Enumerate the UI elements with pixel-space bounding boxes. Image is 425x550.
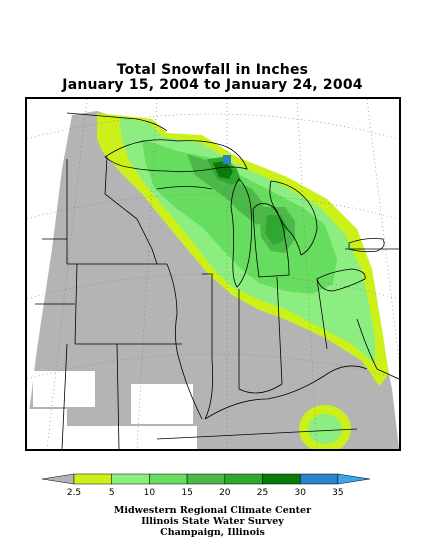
graticule: [27, 99, 399, 449]
no-data-patch: [67, 426, 197, 449]
legend-tick-label: 35: [332, 488, 343, 498]
legend-bin-swatch: [149, 473, 188, 485]
state-boundaries: [35, 112, 399, 449]
credit-location: Champaign, Illinois: [160, 527, 265, 538]
legend-tick-label: 25: [257, 488, 268, 498]
legend-tick-label: 20: [219, 488, 231, 498]
no-data-patch: [131, 384, 193, 424]
legend-tick-label: 30: [294, 488, 306, 498]
legend-tick-label: 15: [181, 488, 192, 498]
map-title: Total Snowfall in Inches: [116, 62, 309, 78]
region-15-to-20: [187, 154, 265, 225]
legend-tick-label: 10: [144, 488, 156, 498]
region-5-to-10: [308, 414, 342, 444]
region-25-to-30: [213, 161, 233, 179]
legend-bin-swatch: [262, 473, 301, 485]
legend-bin-swatch: [224, 473, 263, 485]
credit-organization: Midwestern Regional Climate Center: [113, 505, 312, 516]
legend-tick-label: 2.5: [67, 488, 81, 498]
legend-tick-label: 5: [109, 488, 115, 498]
region-10-to-15: [142, 139, 337, 294]
snowfall-legend: 2.5 5 10 15 20 25 30 35: [41, 473, 370, 498]
no-data-patch: [27, 409, 67, 449]
legend-bin-swatch: [73, 473, 112, 485]
credit-agency: Illinois State Water Survey: [141, 516, 284, 527]
legend-bin-swatch: [41, 473, 75, 485]
legend-bin-swatch: [111, 473, 150, 485]
snowfall-map-canvas: [27, 99, 399, 449]
map-date-range: January 15, 2004 to January 24, 2004: [62, 77, 363, 93]
snowfall-map: [25, 97, 401, 451]
legend-bin-swatch: [186, 473, 226, 485]
region-under-2-5: [27, 111, 399, 449]
legend-bin-swatch: [337, 473, 370, 485]
legend-bin-swatch: [299, 473, 339, 485]
